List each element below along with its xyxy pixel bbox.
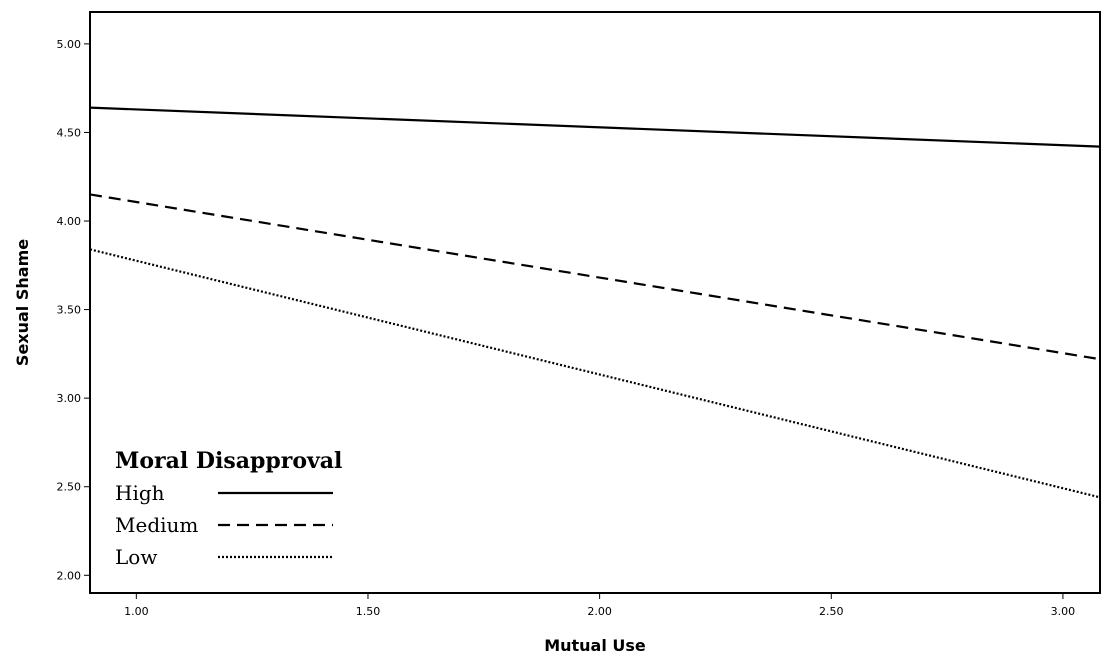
x-tick-label: 1.50 xyxy=(356,605,381,618)
legend-items: High Medium Low xyxy=(115,481,333,569)
legend: Moral Disapproval High Medium Low xyxy=(115,448,342,569)
y-axis: 2.00 2.50 3.00 3.50 4.00 4.50 5.00 xyxy=(57,38,90,582)
x-tick-label: 3.00 xyxy=(1051,605,1076,618)
y-tick-label: 3.50 xyxy=(57,304,82,317)
y-tick-label: 2.00 xyxy=(57,569,82,582)
y-axis-title: Sexual Shame xyxy=(13,239,32,366)
y-tick-label: 3.00 xyxy=(57,392,82,405)
series-line-high xyxy=(89,106,1101,148)
x-tick-label: 2.50 xyxy=(819,605,844,618)
y-tick-label: 5.00 xyxy=(57,38,82,51)
legend-title: Moral Disapproval xyxy=(115,448,342,474)
plot-frame xyxy=(89,11,1101,594)
y-tick-label: 4.50 xyxy=(57,126,82,139)
x-axis-title: Mutual Use xyxy=(544,636,646,655)
series-lines xyxy=(89,106,1101,499)
series-line-low xyxy=(89,248,1101,499)
legend-label-low: Low xyxy=(115,545,157,569)
series-line-medium xyxy=(89,193,1101,361)
y-tick-label: 2.50 xyxy=(57,481,82,494)
x-tick-label: 2.00 xyxy=(587,605,612,618)
legend-label-medium: Medium xyxy=(115,513,198,537)
x-axis: 1.00 1.50 2.00 2.50 3.00 xyxy=(124,593,1075,618)
legend-label-high: High xyxy=(115,481,165,505)
y-tick-label: 4.00 xyxy=(57,215,82,228)
x-tick-label: 1.00 xyxy=(124,605,149,618)
